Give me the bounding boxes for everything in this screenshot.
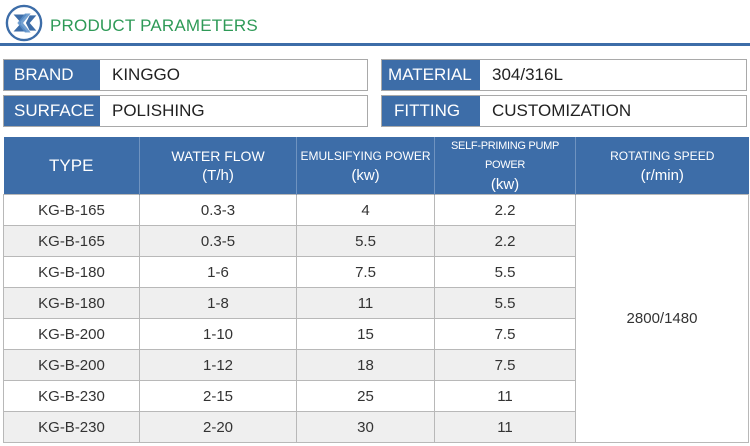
cell-pump-power: 5.5	[434, 287, 576, 319]
cell-water-flow: 1-8	[139, 287, 297, 319]
param-label: BRAND	[4, 60, 100, 90]
cell-type: KG-B-180	[3, 287, 140, 319]
cell-type: KG-B-230	[3, 380, 140, 412]
kinggo-logo-icon	[5, 4, 43, 42]
cell-emulsifying-power: 11	[296, 287, 435, 319]
cell-emulsifying-power: 30	[296, 411, 435, 443]
spec-table: TYPE WATER FLOW (T/h) EMULSIFYING POWER …	[3, 137, 749, 443]
header-divider	[0, 43, 750, 46]
table-row: KG-B-230 2-15 25 11	[3, 380, 749, 412]
col-title: SELF-PRIMING PUMP POWER	[451, 140, 559, 171]
cell-emulsifying-power: 25	[296, 380, 435, 412]
cell-type: KG-B-230	[3, 411, 140, 443]
param-value: CUSTOMIZATION	[492, 101, 632, 120]
col-unit: (kw)	[351, 166, 380, 184]
cell-type: KG-B-200	[3, 349, 140, 381]
param-brand: BRAND KINGGO	[3, 59, 368, 91]
param-label: SURFACE	[4, 96, 100, 126]
page-header: PRODUCT PARAMETERS	[0, 0, 750, 48]
cell-type: KG-B-165	[3, 225, 140, 257]
cell-emulsifying-power: 7.5	[296, 256, 435, 288]
param-material: MATERIAL 304/316L	[381, 59, 747, 91]
cell-water-flow: 2-20	[139, 411, 297, 443]
table-header-row: TYPE WATER FLOW (T/h) EMULSIFYING POWER …	[3, 137, 749, 195]
table-row: KG-B-200 1-12 18 7.5	[3, 349, 749, 381]
cell-pump-power: 2.2	[434, 194, 576, 226]
table-row: KG-B-200 1-10 15 7.5	[3, 318, 749, 350]
col-title: EMULSIFYING POWER	[300, 148, 431, 163]
col-unit: (T/h)	[202, 166, 234, 184]
cell-emulsifying-power: 4	[296, 194, 435, 226]
cell-pump-power: 7.5	[434, 318, 576, 350]
col-header-type: TYPE	[3, 137, 140, 195]
cell-type: KG-B-180	[3, 256, 140, 288]
col-title: ROTATING SPEED	[610, 148, 715, 163]
cell-water-flow: 2-15	[139, 380, 297, 412]
table-row: KG-B-165 0.3-5 5.5 2.2	[3, 225, 749, 257]
table-row: KG-B-180 1-8 11 5.5	[3, 287, 749, 319]
cell-water-flow: 1-12	[139, 349, 297, 381]
param-fitting: FITTING CUSTOMIZATION	[381, 95, 747, 127]
col-unit: (kw)	[490, 176, 520, 193]
cell-water-flow: 1-10	[139, 318, 297, 350]
param-value: KINGGO	[112, 65, 181, 84]
cell-emulsifying-power: 15	[296, 318, 435, 350]
param-label: MATERIAL	[382, 60, 480, 90]
cell-pump-power: 7.5	[434, 349, 576, 381]
cell-water-flow: 1-6	[139, 256, 297, 288]
param-label: FITTING	[382, 96, 480, 126]
param-value: 304/316L	[492, 65, 563, 84]
cell-type: KG-B-165	[3, 194, 140, 226]
cell-pump-power: 2.2	[434, 225, 576, 257]
col-title: WATER FLOW	[171, 147, 265, 164]
table-row: KG-B-165 0.3-3 4 2.2 2800/1480	[3, 194, 749, 443]
param-value: POLISHING	[112, 101, 205, 120]
cell-emulsifying-power: 5.5	[296, 225, 435, 257]
col-header-water-flow: WATER FLOW (T/h)	[139, 137, 297, 195]
cell-pump-power: 11	[434, 411, 576, 443]
cell-pump-power: 5.5	[434, 256, 576, 288]
cell-type: KG-B-200	[3, 318, 140, 350]
table-row: KG-B-230 2-20 30 11	[3, 411, 749, 443]
table-row: KG-B-180 1-6 7.5 5.5	[3, 256, 749, 288]
cell-rotating-speed: 2800/1480	[575, 194, 749, 443]
cell-water-flow: 0.3-3	[139, 194, 297, 226]
param-surface: SURFACE POLISHING	[3, 95, 368, 127]
page-title: PRODUCT PARAMETERS	[50, 16, 258, 35]
col-header-emulsifying-power: EMULSIFYING POWER (kw)	[296, 137, 435, 195]
cell-pump-power: 11	[434, 380, 576, 412]
cell-water-flow: 0.3-5	[139, 225, 297, 257]
col-unit: (r/min)	[640, 166, 684, 184]
col-header-pump-power: SELF-PRIMING PUMP POWER (kw)	[434, 137, 576, 195]
cell-emulsifying-power: 18	[296, 349, 435, 381]
col-header-rotating-speed: ROTATING SPEED (r/min)	[575, 137, 749, 195]
